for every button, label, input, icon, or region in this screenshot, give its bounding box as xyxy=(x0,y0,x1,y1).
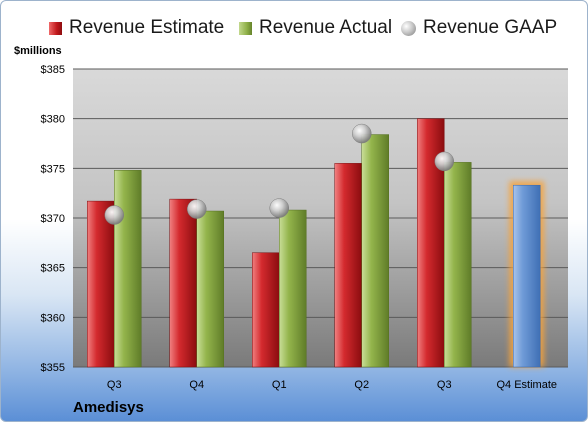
revenue-estimate-bar xyxy=(334,163,362,368)
revenue-actual-bar xyxy=(361,134,389,368)
revenue-gaap-point xyxy=(434,151,454,172)
y-tick-label: $380 xyxy=(41,114,65,126)
x-tick-label: Q3 xyxy=(437,379,452,391)
legend-swatch-revenue-estimate xyxy=(49,21,62,35)
x-tick-label: Q2 xyxy=(354,379,369,391)
y-tick-label: $385 xyxy=(41,64,65,76)
y-tick-label: $375 xyxy=(41,163,65,175)
legend-item-revenue-gaap: Revenue GAAP xyxy=(401,17,557,39)
y-tick-label: $355 xyxy=(41,362,65,374)
revenue-actual-bar xyxy=(196,210,224,368)
revenue-actual-bar xyxy=(279,209,307,368)
y-axis-unit-label: $millions xyxy=(14,45,62,57)
x-tick-label: Q4 xyxy=(189,379,204,391)
legend-swatch-revenue-gaap xyxy=(401,20,416,36)
revenue-estimate-bar xyxy=(513,184,541,368)
legend-label-revenue-gaap: Revenue GAAP xyxy=(423,17,558,38)
revenue-estimate-bar xyxy=(252,252,280,368)
legend-item-revenue-actual: Revenue Actual xyxy=(239,17,392,39)
x-tick-label: Q3 xyxy=(107,379,122,391)
x-tick-label: Q1 xyxy=(272,379,287,391)
legend-item-revenue-estimate: Revenue Estimate xyxy=(49,17,224,39)
revenue-gaap-point xyxy=(104,205,124,225)
revenue-gaap-point xyxy=(187,199,207,219)
revenue-actual-bar xyxy=(114,170,142,368)
y-tick-label: $360 xyxy=(41,312,65,324)
revenue-gaap-point xyxy=(352,123,372,144)
legend-label-revenue-estimate: Revenue Estimate xyxy=(69,17,225,38)
company-name: Amedisys xyxy=(73,399,144,416)
legend-swatch-revenue-actual xyxy=(239,21,252,35)
y-tick-label: $370 xyxy=(41,213,65,225)
x-tick-label: Q4 Estimate xyxy=(496,379,557,391)
legend-label-revenue-actual: Revenue Actual xyxy=(259,17,393,38)
revenue-actual-bar xyxy=(444,162,472,368)
revenue-estimate-bar xyxy=(87,200,115,368)
y-tick-label: $365 xyxy=(41,263,65,275)
revenue-estimate-bar xyxy=(169,198,197,368)
revenue-gaap-point xyxy=(269,198,289,218)
